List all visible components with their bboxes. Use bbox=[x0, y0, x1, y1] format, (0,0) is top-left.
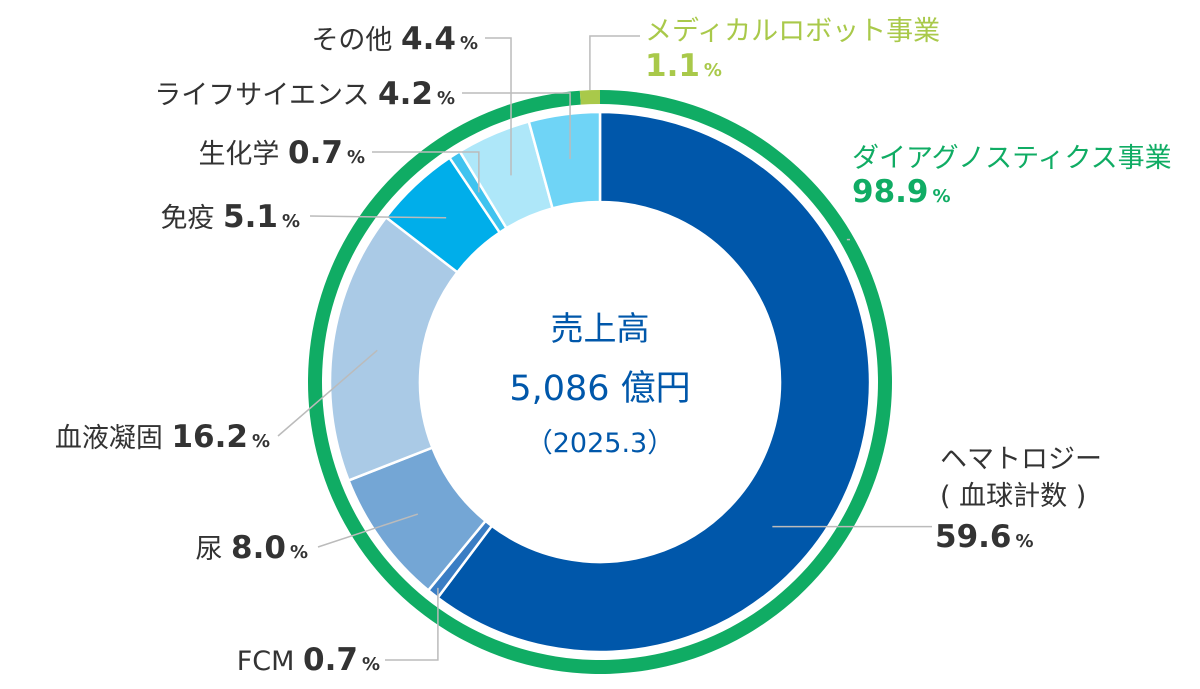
label-unit: % bbox=[347, 147, 365, 168]
label-unit: % bbox=[252, 431, 270, 452]
leader-inner-3 bbox=[277, 349, 378, 437]
label-name: その他 bbox=[311, 25, 401, 56]
leader-inner-5 bbox=[372, 151, 480, 193]
label-immuno: 免疫 5.1% bbox=[160, 199, 300, 235]
label-unit: % bbox=[290, 542, 308, 563]
label-coag: 血液凝固 16.2% bbox=[55, 419, 270, 455]
leader-inner-6 bbox=[485, 37, 512, 176]
inner-ring-segment-0 bbox=[435, 110, 872, 654]
label-name: FCM bbox=[237, 646, 303, 677]
label-subname-inner-0: ( 血球計数 ) bbox=[940, 481, 1086, 512]
label-value: 8.0 bbox=[231, 530, 286, 566]
label-unit: % bbox=[460, 33, 478, 54]
label-value: 0.7 bbox=[288, 135, 343, 171]
label-name: ライフサイエンス bbox=[154, 80, 378, 111]
leader-lines bbox=[277, 35, 932, 661]
label-FCM: FCM 0.7% bbox=[237, 642, 380, 678]
label-name-outer-1: メディカルロボット事業 bbox=[645, 16, 940, 47]
label-value: 4.2 bbox=[378, 76, 433, 112]
label-value: 16.2 bbox=[171, 419, 248, 455]
label-name: 生化学 bbox=[198, 139, 288, 170]
leader-inner-7 bbox=[462, 92, 571, 159]
label-value-outer-1: 1.1% bbox=[645, 48, 722, 84]
center-subtitle: （2025.3） bbox=[526, 428, 674, 459]
label-value-outer-0: 98.9% bbox=[852, 174, 951, 210]
center-title: 売上高 bbox=[551, 309, 650, 348]
label-biochem: 生化学 0.7% bbox=[198, 135, 365, 171]
label-name: 尿 bbox=[195, 534, 231, 565]
center-value: 5,086 億円 bbox=[509, 369, 690, 409]
label-name-outer-0: ダイアグノスティクス事業 bbox=[852, 143, 1172, 174]
label-urine: 尿 8.0% bbox=[195, 530, 308, 566]
label-unit: % bbox=[282, 211, 300, 232]
label-value: 0.7 bbox=[303, 642, 358, 678]
label-value-inner-0: 59.6% bbox=[935, 519, 1034, 555]
outer-ring-segment-1 bbox=[579, 90, 600, 105]
center-text: 売上高 5,086 億円 （2025.3） bbox=[509, 309, 690, 459]
leader-inner-1 bbox=[385, 587, 439, 661]
label-name-inner-0: ヘマトロジー bbox=[940, 444, 1102, 475]
inner-ring-segment-7 bbox=[527, 110, 602, 210]
label-unit: % bbox=[437, 88, 455, 109]
label-unit: % bbox=[362, 654, 380, 675]
leader-outer-1 bbox=[589, 35, 640, 91]
label-lifescience: ライフサイエンス 4.2% bbox=[154, 76, 455, 112]
ring-segments bbox=[308, 90, 893, 675]
label-value: 4.4 bbox=[401, 21, 456, 57]
leader-inner-2 bbox=[317, 513, 419, 548]
label-name: 免疫 bbox=[160, 203, 223, 234]
label-name: 血液凝固 bbox=[55, 423, 172, 454]
label-other: その他 4.4% bbox=[311, 21, 478, 57]
label-value: 5.1 bbox=[223, 199, 278, 235]
leader-inner-4 bbox=[309, 215, 447, 219]
